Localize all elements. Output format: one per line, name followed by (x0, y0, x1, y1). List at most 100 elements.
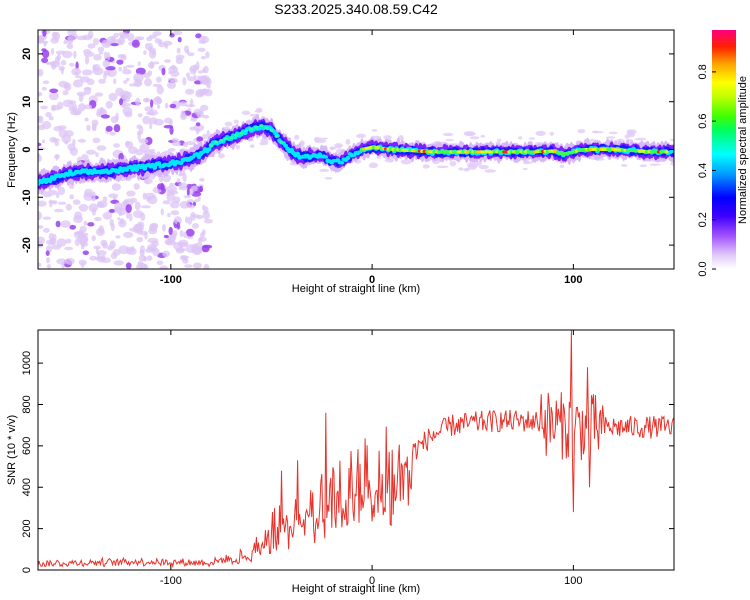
figure-title: S233.2025.340.08.59.C42 (274, 1, 438, 17)
noise-speckle (51, 105, 61, 111)
noise-speckle (134, 201, 141, 211)
ridge-core (229, 136, 234, 140)
noise-speckle (137, 36, 145, 41)
noise-speckle (161, 67, 166, 76)
noise-speckle (149, 122, 153, 130)
noise-speckle (38, 115, 44, 124)
noise-speckle (157, 104, 161, 109)
noise-speckle (187, 204, 195, 209)
noise-speckle (168, 226, 173, 236)
ridge-core (244, 129, 249, 133)
noise-speckle (71, 67, 82, 76)
noise-speckle (118, 32, 129, 37)
noise-speckle (294, 134, 300, 140)
y-tick-label: 1000 (21, 351, 33, 375)
noise-speckle (169, 182, 175, 187)
colorbar-tick-label: 0.4 (697, 163, 709, 178)
noise-speckle (115, 112, 119, 121)
noise-speckle (105, 125, 113, 132)
noise-speckle (199, 177, 205, 182)
x-tick-label: -100 (160, 575, 182, 587)
snr-line (38, 330, 674, 569)
noise-speckle (120, 54, 127, 61)
noise-speckle (118, 152, 124, 161)
noise-speckle (123, 231, 134, 238)
noise-speckle (81, 154, 89, 161)
noise-speckle (167, 148, 176, 152)
y-tick-label: 20 (21, 48, 33, 60)
noise-speckle (162, 224, 166, 232)
noise-speckle (42, 227, 50, 233)
noise-speckle (75, 75, 82, 79)
noise-speckle (190, 185, 198, 192)
noise-speckle (125, 204, 132, 213)
noise-speckle (235, 144, 240, 150)
noise-speckle (62, 99, 73, 108)
spectrogram-image (38, 30, 674, 269)
noise-speckle (147, 195, 158, 205)
noise-speckle (41, 121, 52, 130)
noise-speckle (89, 255, 98, 261)
colorbar-tick-label: 0.8 (697, 64, 709, 79)
noise-speckle (167, 212, 171, 218)
colorbar-label: Normalized spectral amplitude (737, 76, 749, 224)
noise-speckle (178, 173, 183, 177)
noise-speckle (152, 83, 162, 88)
noise-speckle (57, 186, 66, 196)
noise-speckle (115, 235, 121, 239)
noise-speckle (133, 183, 140, 190)
noise-speckle (171, 138, 179, 142)
noise-speckle (254, 110, 262, 113)
noise-speckle (143, 150, 155, 155)
noise-speckle (125, 262, 132, 269)
noise-speckle (187, 76, 196, 82)
noise-speckle (178, 101, 188, 107)
noise-speckle (80, 241, 89, 247)
noise-speckle (368, 162, 378, 169)
noise-speckle (63, 39, 68, 45)
noise-speckle (114, 202, 123, 211)
noise-speckle (98, 78, 106, 84)
noise-speckle (52, 138, 60, 142)
snr-area (38, 330, 674, 570)
noise-speckle (458, 167, 464, 171)
noise-speckle (315, 139, 327, 144)
noise-speckle (116, 59, 124, 65)
noise-speckle (156, 76, 162, 83)
noise-speckle (118, 245, 129, 255)
noise-speckle (176, 47, 181, 54)
noise-speckle (169, 126, 174, 135)
noise-speckle (620, 164, 628, 167)
noise-speckle (60, 220, 71, 228)
y-tick-label: 800 (21, 395, 33, 413)
noise-speckle (78, 259, 87, 266)
noise-speckle (195, 33, 202, 39)
noise-speckle (83, 49, 92, 55)
noise-speckle (144, 78, 152, 87)
noise-speckle (38, 225, 44, 229)
noise-speckle (78, 103, 86, 112)
noise-speckle (100, 107, 104, 112)
ridge-mark (345, 155, 351, 161)
snr-xlabel: Height of straight line (km) (292, 583, 420, 595)
noise-speckle (41, 57, 49, 63)
noise-speckle (77, 138, 87, 143)
noise-speckle (94, 216, 102, 222)
noise-speckle (49, 88, 59, 94)
noise-speckle (135, 97, 141, 107)
noise-speckle (125, 141, 130, 146)
noise-speckle (110, 43, 119, 47)
noise-speckle (103, 72, 107, 80)
noise-speckle (79, 225, 87, 234)
noise-speckle (96, 145, 107, 151)
spectrogram-xlabel: Height of straight line (km) (292, 283, 420, 295)
noise-speckle (45, 257, 51, 264)
noise-speckle (160, 208, 164, 216)
noise-speckle (167, 81, 176, 89)
noise-speckle (122, 106, 133, 116)
noise-speckle (201, 229, 206, 236)
ridge-core (209, 144, 214, 148)
noise-speckle (154, 96, 161, 103)
